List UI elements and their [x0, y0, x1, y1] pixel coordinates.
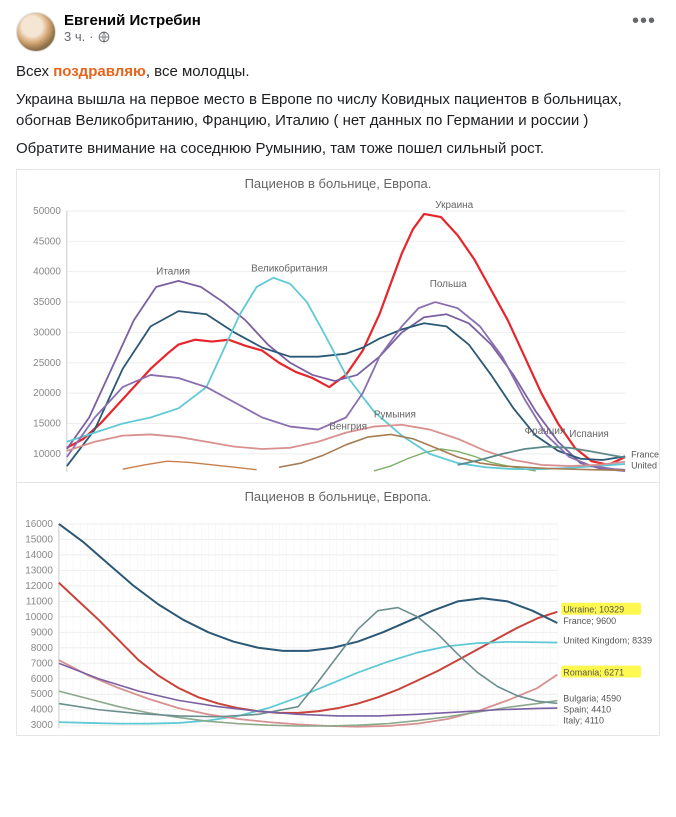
svg-text:35000: 35000	[33, 297, 61, 308]
svg-text:8000: 8000	[31, 643, 54, 654]
author-block: Евгений Истребин 3 ч. ·	[64, 12, 201, 52]
text: , все молодцы.	[146, 63, 250, 80]
svg-text:15000: 15000	[25, 535, 53, 546]
chart-2-title: Пациенов в больнице, Европа.	[17, 483, 659, 506]
chart-1-title: Пациенов в больнице, Европа.	[17, 170, 659, 193]
more-options-icon[interactable]: •••	[628, 12, 660, 30]
body-line-1: Всех поздравляю, все молодцы.	[16, 62, 660, 82]
chart-1-svg: 10000 15000 20000 25000 30000 35000 40000 45000…	[17, 193, 659, 482]
svg-text:Spain; 4410: Spain; 4410	[563, 705, 611, 715]
globe-icon	[98, 31, 110, 43]
svg-text:14000: 14000	[25, 550, 53, 561]
post-body: Всех поздравляю, все молодцы. Украина вы…	[16, 62, 660, 159]
svg-text:4000: 4000	[31, 705, 54, 716]
svg-text:30000: 30000	[33, 327, 61, 338]
svg-text:France; 9600: France; 9600	[563, 616, 616, 626]
svg-text:Венгрия: Венгрия	[329, 422, 367, 433]
author-name[interactable]: Евгений Истребин	[64, 12, 201, 29]
chart-2-box: Пациенов в больнице, Европа. 3000 4000 500…	[16, 483, 660, 736]
svg-text:10000: 10000	[25, 612, 53, 623]
svg-text:France: 9600: France: 9600	[631, 449, 659, 459]
meta-row: 3 ч. ·	[64, 29, 201, 44]
post-container: Евгений Истребин 3 ч. · ••• Всех поздрав…	[0, 0, 676, 748]
svg-text:25000: 25000	[33, 358, 61, 369]
svg-text:12000: 12000	[25, 581, 53, 592]
svg-text:Румыния: Румыния	[374, 409, 416, 420]
svg-text:Испания: Испания	[569, 429, 609, 440]
svg-text:3000: 3000	[31, 720, 54, 731]
svg-text:45000: 45000	[33, 236, 61, 247]
svg-text:15000: 15000	[33, 419, 61, 430]
post-header: Евгений Истребин 3 ч. · •••	[16, 12, 660, 52]
charts-container: Пациенов в больнице, Европа. 10000 15000 2…	[16, 169, 660, 736]
svg-text:6000: 6000	[31, 674, 54, 685]
svg-text:7000: 7000	[31, 658, 54, 669]
svg-text:50000: 50000	[33, 206, 61, 217]
svg-text:Италия: Италия	[156, 267, 190, 278]
svg-text:13000: 13000	[25, 565, 53, 576]
svg-text:10000: 10000	[33, 449, 61, 460]
highlight-word: поздравляю	[53, 63, 146, 80]
svg-text:Польша: Польша	[430, 279, 467, 290]
chart-1-box: Пациенов в больнице, Европа. 10000 15000 2…	[16, 169, 660, 483]
svg-text:11000: 11000	[26, 596, 53, 607]
svg-text:Ukraine; 10329: Ukraine; 10329	[563, 605, 624, 615]
svg-text:Romania; 6271: Romania; 6271	[563, 668, 624, 678]
body-line-2: Украина вышла на первое место в Европе п…	[16, 90, 660, 131]
svg-text:20000: 20000	[33, 388, 61, 399]
svg-text:United Kingdom: 8340: United Kingdom: 8340	[631, 460, 659, 470]
avatar[interactable]	[16, 12, 56, 52]
svg-text:United Kingdom; 8339: United Kingdom; 8339	[563, 636, 652, 646]
svg-text:Bulgaria; 4590: Bulgaria; 4590	[563, 694, 621, 704]
svg-text:5000: 5000	[31, 689, 54, 700]
text: Всех	[16, 63, 53, 80]
svg-text:16000: 16000	[25, 519, 53, 530]
svg-text:Italy; 4110: Italy; 4110	[563, 716, 604, 726]
header-left: Евгений Истребин 3 ч. ·	[16, 12, 201, 52]
body-line-3: Обратите внимание на соседнюю Румынию, т…	[16, 139, 660, 159]
svg-text:9000: 9000	[31, 627, 54, 638]
svg-text:40000: 40000	[33, 267, 61, 278]
svg-text:Великобритания: Великобритания	[251, 264, 327, 275]
timestamp[interactable]: 3 ч.	[64, 29, 85, 44]
chart-2-svg: 3000 4000 5000 6000 7000 8000 9000 10000 11000 12…	[17, 506, 659, 735]
svg-text:Украина: Украина	[435, 200, 473, 211]
meta-sep: ·	[89, 29, 93, 44]
